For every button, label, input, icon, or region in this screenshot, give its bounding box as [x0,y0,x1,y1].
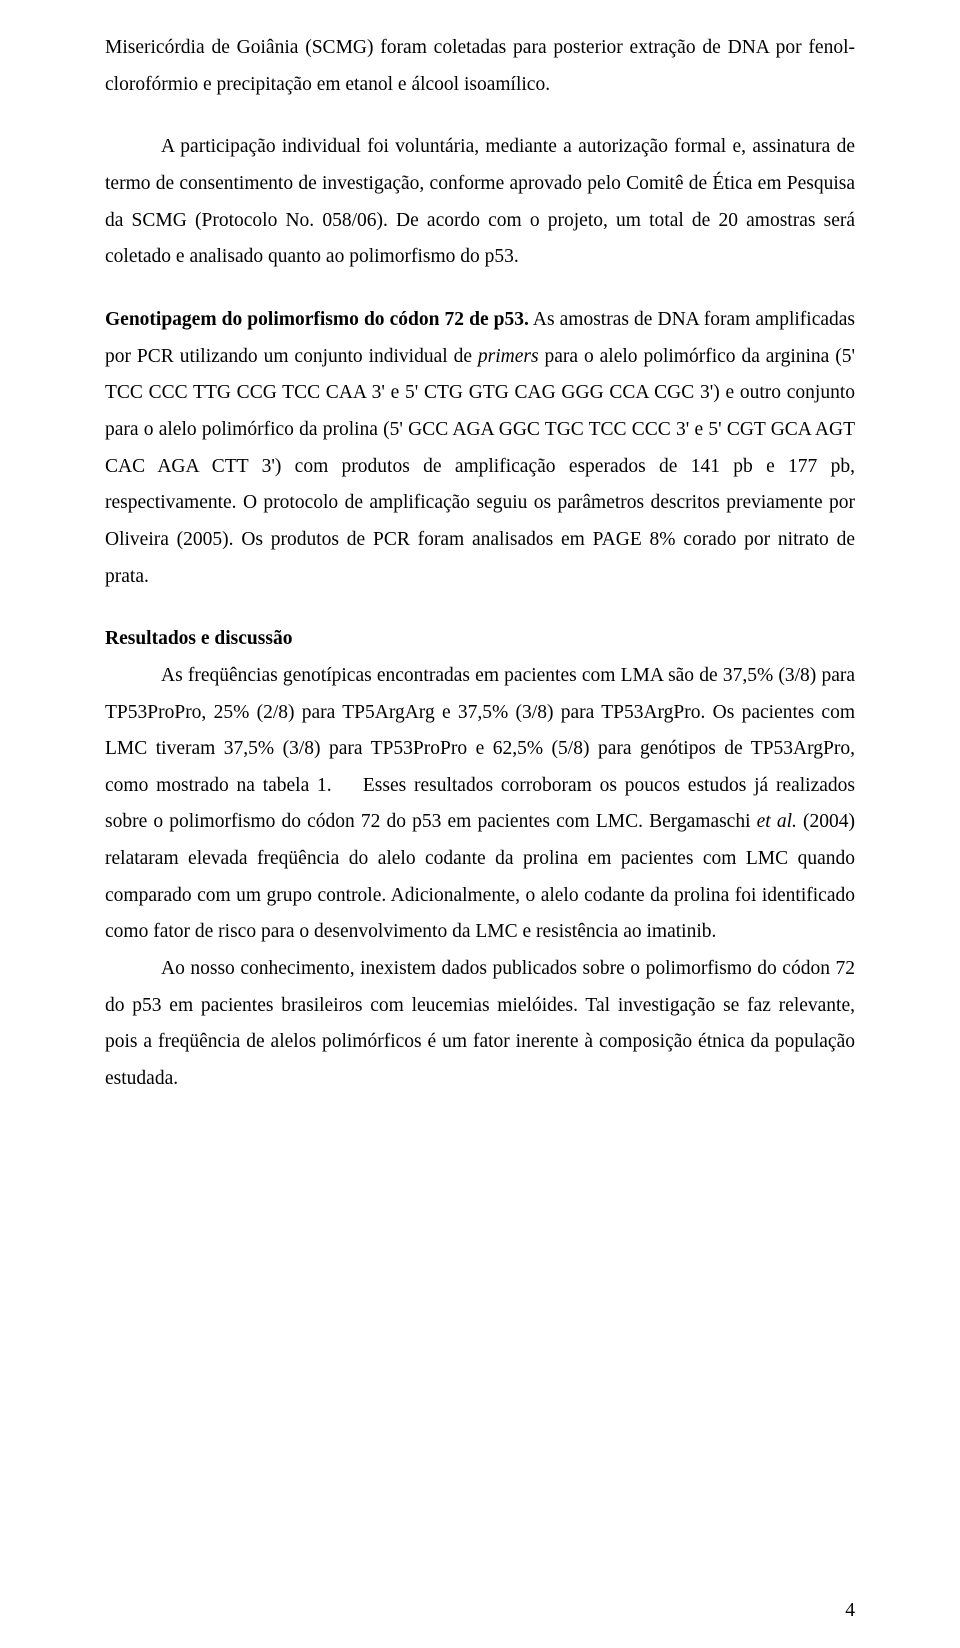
page-number: 4 [845,1600,855,1622]
etal-italic: et al. [757,811,797,832]
genotyping-text-b: para o alelo polimórfico da arginina (5'… [105,346,855,587]
paragraph-intro-2: A participação individual foi voluntária… [105,129,855,276]
results-section: Resultados e discussão As freqüências ge… [105,621,855,1098]
genotyping-heading: Genotipagem do polimorfismo do códon 72 … [105,309,529,330]
paragraph-intro-1: Misericórdia de Goiânia (SCMG) foram col… [105,30,855,103]
primers-italic: primers [478,346,539,367]
results-paragraph-1: As freqüências genotípicas encontradas e… [105,658,855,951]
results-p1-a: As freqüências genotípicas encontradas e… [105,665,855,833]
paragraph-genotyping: Genotipagem do polimorfismo do códon 72 … [105,302,855,595]
document-page: Misericórdia de Goiânia (SCMG) foram col… [0,0,960,1648]
results-paragraph-2: Ao nosso conhecimento, inexistem dados p… [105,951,855,1098]
results-heading: Resultados e discussão [105,621,855,658]
